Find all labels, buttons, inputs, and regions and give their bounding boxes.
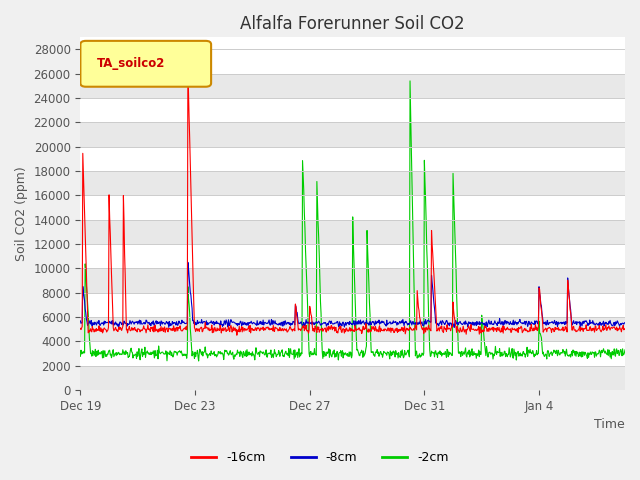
Bar xyxy=(81,74,625,98)
Bar xyxy=(81,268,625,293)
Bar xyxy=(81,366,625,390)
Y-axis label: Soil CO2 (ppm): Soil CO2 (ppm) xyxy=(15,167,28,261)
Title: Alfalfa Forerunner Soil CO2: Alfalfa Forerunner Soil CO2 xyxy=(241,15,465,33)
Bar xyxy=(81,122,625,147)
FancyBboxPatch shape xyxy=(81,41,211,87)
Text: TA_soilco2: TA_soilco2 xyxy=(97,57,165,70)
X-axis label: Time: Time xyxy=(595,419,625,432)
Bar xyxy=(81,317,625,341)
Legend: -16cm, -8cm, -2cm: -16cm, -8cm, -2cm xyxy=(186,446,454,469)
Bar xyxy=(81,220,625,244)
Bar xyxy=(81,171,625,195)
